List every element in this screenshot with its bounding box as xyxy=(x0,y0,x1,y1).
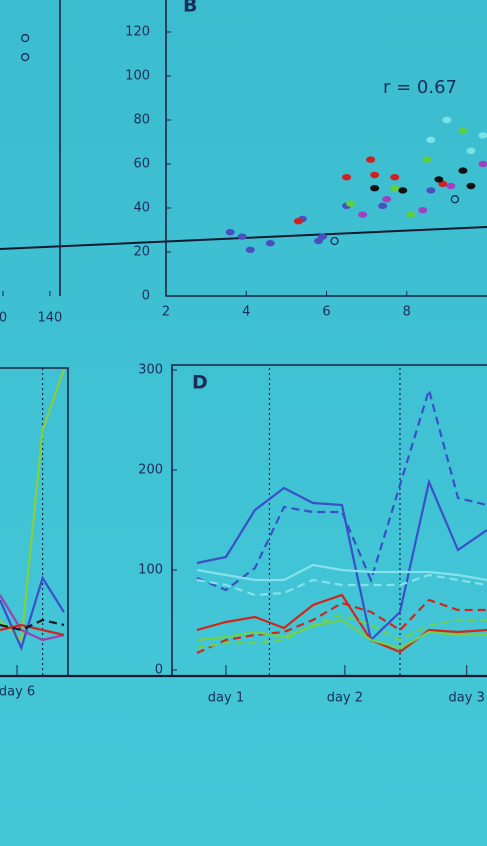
y-tick-label: 300 xyxy=(138,363,163,378)
x-tick-label: 8 xyxy=(403,305,411,320)
point xyxy=(346,200,356,207)
point xyxy=(466,147,476,154)
point xyxy=(422,156,432,163)
x-tick-label: day 1 xyxy=(208,691,244,706)
point xyxy=(426,136,436,143)
point xyxy=(466,182,476,190)
series-line xyxy=(196,618,487,650)
panel-label: B xyxy=(183,0,197,17)
x-tick-label: 140 xyxy=(38,311,63,326)
series-line xyxy=(0,369,65,643)
series-line xyxy=(196,573,487,597)
point xyxy=(478,132,487,139)
point xyxy=(458,167,468,174)
point xyxy=(418,207,428,214)
y-tick-label: 100 xyxy=(138,563,163,578)
point xyxy=(370,171,380,179)
series-line xyxy=(0,594,65,642)
y-tick-label: 0 xyxy=(142,289,150,304)
panel-d-frame xyxy=(171,364,487,676)
x-tick-label: 4 xyxy=(242,305,250,320)
series-line xyxy=(0,623,65,637)
x-tick-label: 2 xyxy=(162,305,170,320)
point xyxy=(20,52,30,62)
y-tick-label: 60 xyxy=(133,157,150,172)
panel-label: D xyxy=(192,372,208,394)
point xyxy=(458,127,468,135)
point xyxy=(245,246,255,253)
point xyxy=(406,211,416,218)
point xyxy=(237,233,247,240)
y-tick-label: 80 xyxy=(133,113,150,128)
point xyxy=(390,185,400,192)
point xyxy=(342,174,352,181)
point xyxy=(20,33,30,43)
point xyxy=(446,182,456,190)
point xyxy=(382,196,392,203)
point xyxy=(426,187,436,194)
point xyxy=(398,187,408,194)
series-line xyxy=(196,613,487,650)
point xyxy=(378,202,388,209)
point xyxy=(434,176,444,183)
x-tick-label: day 6 xyxy=(0,685,35,700)
series-line xyxy=(196,386,487,592)
point xyxy=(450,195,460,204)
panel-c-frame xyxy=(0,367,69,676)
point xyxy=(442,116,452,124)
y-tick-label: 200 xyxy=(138,463,163,478)
x-tick-label: day 3 xyxy=(449,691,485,706)
y-tick-label: 120 xyxy=(125,25,150,40)
point xyxy=(478,160,487,168)
series-line xyxy=(196,593,487,654)
series-line xyxy=(0,575,65,652)
point xyxy=(390,174,400,181)
series-line xyxy=(196,563,487,582)
y-tick-label: 40 xyxy=(133,201,150,216)
y-tick-label: 100 xyxy=(125,69,150,84)
point xyxy=(293,218,303,225)
point xyxy=(370,185,380,192)
series-line xyxy=(196,478,487,643)
point xyxy=(225,229,235,236)
x-tick-label: 0 xyxy=(0,311,7,326)
point xyxy=(317,233,327,240)
series-line xyxy=(0,618,65,632)
point xyxy=(358,211,368,218)
point xyxy=(366,156,376,163)
x-tick-label: 6 xyxy=(322,305,330,320)
annotation: r = 0.67 xyxy=(383,77,457,98)
y-tick-label: 20 xyxy=(133,245,150,260)
x-tick-label: day 2 xyxy=(327,691,363,706)
point xyxy=(265,240,275,247)
point xyxy=(330,236,339,246)
y-tick-label: 0 xyxy=(155,663,163,678)
